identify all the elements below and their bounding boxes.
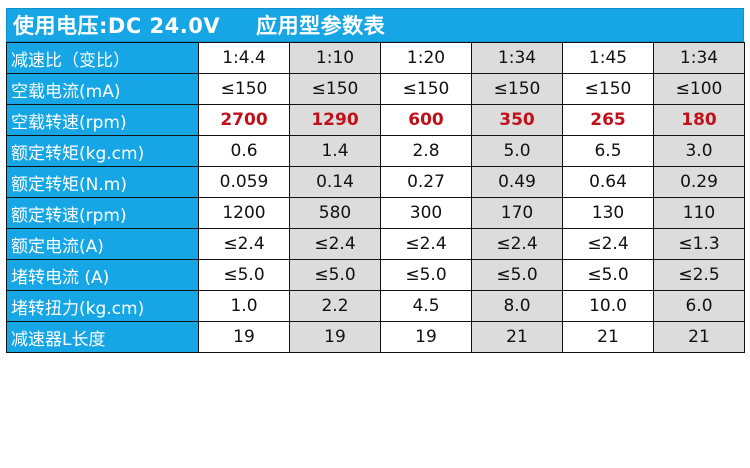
- table-cell: 1:45: [562, 42, 654, 74]
- table-cell: 19: [289, 321, 381, 353]
- table-cell: 350: [471, 104, 563, 136]
- voltage-label: 使用电压:DC 24.0V: [13, 14, 221, 38]
- table-cell: 2.8: [380, 135, 472, 167]
- table-cell: 0.6: [198, 135, 290, 167]
- table-cell: 21: [471, 321, 563, 353]
- spec-grid: 减速比（变比） 1:4.4 1:10 1:20 1:34 1:45 1:34 空载电流(mA)…: [6, 42, 745, 353]
- row-label: 空载电流(mA): [6, 73, 199, 105]
- spec-table: 使用电压:DC 24.0V 应用型参数表 减速比（变比） 1:4.4 1:10 1:2…: [6, 8, 745, 353]
- table-cell: 0.49: [471, 166, 563, 198]
- table-title: 应用型参数表: [256, 14, 386, 38]
- table-cell: ≤5.0: [198, 259, 290, 291]
- table-cell: 10.0: [562, 290, 654, 322]
- table-cell: 1.0: [198, 290, 290, 322]
- table-cell: ≤5.0: [562, 259, 654, 291]
- table-cell: 6.5: [562, 135, 654, 167]
- table-cell: 19: [380, 321, 472, 353]
- table-cell: 1:34: [471, 42, 563, 74]
- table-row: 额定转矩(N.m) 0.059 0.14 0.27 0.49 0.64 0.29: [6, 166, 745, 198]
- table-cell: ≤5.0: [380, 259, 472, 291]
- row-label: 减速比（变比）: [6, 42, 199, 74]
- row-label: 额定转矩(kg.cm): [6, 135, 199, 167]
- table-cell: ≤150: [380, 73, 472, 105]
- table-cell: ≤100: [653, 73, 745, 105]
- table-cell: 1.4: [289, 135, 381, 167]
- table-cell: 0.64: [562, 166, 654, 198]
- table-cell: 1:34: [653, 42, 745, 74]
- table-cell: 2.2: [289, 290, 381, 322]
- table-cell: 0.14: [289, 166, 381, 198]
- table-cell: 6.0: [653, 290, 745, 322]
- table-cell: 4.5: [380, 290, 472, 322]
- table-row: 空载电流(mA) ≤150 ≤150 ≤150 ≤150 ≤150 ≤100: [6, 73, 745, 105]
- table-cell: ≤2.4: [289, 228, 381, 260]
- table-row: 减速器L长度 19 19 19 21 21 21: [6, 321, 745, 353]
- table-cell: 1:10: [289, 42, 381, 74]
- table-cell: 21: [653, 321, 745, 353]
- table-cell: 0.29: [653, 166, 745, 198]
- row-label: 额定转速(rpm): [6, 197, 199, 229]
- table-cell: 0.059: [198, 166, 290, 198]
- table-cell: 1:4.4: [198, 42, 290, 74]
- table-cell: 1290: [289, 104, 381, 136]
- table-cell: 300: [380, 197, 472, 229]
- table-cell: ≤150: [289, 73, 381, 105]
- table-cell: ≤2.4: [198, 228, 290, 260]
- table-row: 堵转电流 (A) ≤5.0 ≤5.0 ≤5.0 ≤5.0 ≤5.0 ≤2.5: [6, 259, 745, 291]
- table-cell: ≤5.0: [471, 259, 563, 291]
- table-cell: ≤2.5: [653, 259, 745, 291]
- table-cell: ≤2.4: [562, 228, 654, 260]
- table-cell: 1200: [198, 197, 290, 229]
- table-cell: ≤150: [471, 73, 563, 105]
- table-cell: ≤2.4: [380, 228, 472, 260]
- table-row: 额定电流(A) ≤2.4 ≤2.4 ≤2.4 ≤2.4 ≤2.4 ≤1.3: [6, 228, 745, 260]
- table-cell: ≤1.3: [653, 228, 745, 260]
- table-cell: ≤2.4: [471, 228, 563, 260]
- table-cell: 170: [471, 197, 563, 229]
- table-cell: 0.27: [380, 166, 472, 198]
- table-cell: 3.0: [653, 135, 745, 167]
- table-row: 空载转速(rpm) 2700 1290 600 350 265 180: [6, 104, 745, 136]
- table-cell: 180: [653, 104, 745, 136]
- table-row: 额定转矩(kg.cm) 0.6 1.4 2.8 5.0 6.5 3.0: [6, 135, 745, 167]
- table-cell: 5.0: [471, 135, 563, 167]
- table-cell: 580: [289, 197, 381, 229]
- row-label: 空载转速(rpm): [6, 104, 199, 136]
- row-label: 减速器L长度: [6, 321, 199, 353]
- row-label: 堵转扭力(kg.cm): [6, 290, 199, 322]
- table-row: 减速比（变比） 1:4.4 1:10 1:20 1:34 1:45 1:34: [6, 42, 745, 74]
- table-cell: 1:20: [380, 42, 472, 74]
- row-label: 额定电流(A): [6, 228, 199, 260]
- table-cell: ≤5.0: [289, 259, 381, 291]
- table-cell: ≤150: [562, 73, 654, 105]
- row-label: 额定转矩(N.m): [6, 166, 199, 198]
- table-cell: 130: [562, 197, 654, 229]
- table-cell: 265: [562, 104, 654, 136]
- table-cell: 110: [653, 197, 745, 229]
- table-header: 使用电压:DC 24.0V 应用型参数表: [6, 8, 744, 42]
- table-cell: 19: [198, 321, 290, 353]
- table-cell: ≤150: [198, 73, 290, 105]
- table-cell: 2700: [198, 104, 290, 136]
- table-row: 额定转速(rpm) 1200 580 300 170 130 110: [6, 197, 745, 229]
- table-cell: 21: [562, 321, 654, 353]
- table-row: 堵转扭力(kg.cm) 1.0 2.2 4.5 8.0 10.0 6.0: [6, 290, 745, 322]
- row-label: 堵转电流 (A): [6, 259, 199, 291]
- table-cell: 8.0: [471, 290, 563, 322]
- table-cell: 600: [380, 104, 472, 136]
